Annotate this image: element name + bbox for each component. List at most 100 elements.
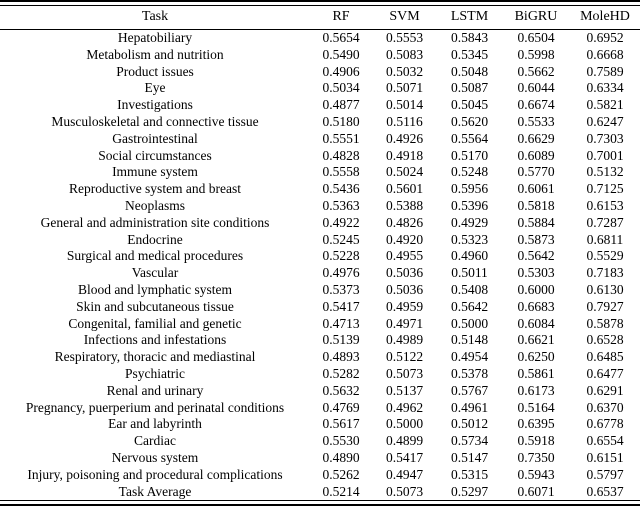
task-cell: Infections and infestations [83, 332, 227, 348]
value-cell: 0.6061 [517, 181, 555, 197]
value-cell: 0.6537 [586, 483, 624, 499]
header-row: Task RF SVM LSTM BiGRU MoleHD [0, 6, 640, 30]
value-cell: 0.7183 [586, 265, 624, 281]
value-cell: 0.4959 [385, 298, 424, 314]
task-cell: Respiratory, thoracic and mediastinal [54, 349, 256, 365]
value-cell: 0.5884 [517, 214, 555, 230]
table-row: Hepatobiliary 0.5654 0.5553 0.5843 0.6504 0.6… [0, 30, 640, 47]
value-cell: 0.6084 [517, 315, 555, 331]
value-cell: 0.5734 [450, 433, 489, 449]
value-cell: 0.5601 [385, 181, 424, 197]
task-cell: Vascular [131, 265, 179, 281]
value-cell: 0.4960 [450, 248, 489, 264]
task-cell: Skin and subcutaneous tissue [76, 298, 234, 314]
value-cell: 0.5408 [450, 281, 489, 297]
value-cell: 0.6153 [586, 197, 624, 213]
table-row: Pregnancy, puerperium and perinatal cond… [0, 400, 640, 417]
value-cell: 0.5164 [517, 399, 555, 415]
value-cell: 0.5642 [517, 248, 555, 264]
value-cell: 0.5770 [517, 164, 555, 180]
value-cell: 0.6674 [517, 97, 555, 113]
value-cell: 0.5282 [322, 365, 360, 381]
value-cell: 0.5553 [385, 30, 424, 45]
task-cell: Neoplasms [125, 197, 185, 213]
value-cell: 0.4769 [322, 399, 360, 415]
column-header-svm: SVM [389, 9, 420, 24]
value-cell: 0.5248 [450, 164, 489, 180]
value-cell: 0.5180 [322, 113, 360, 129]
value-cell: 0.5148 [450, 332, 489, 348]
value-cell: 0.5873 [517, 231, 555, 247]
value-cell: 0.5818 [517, 197, 555, 213]
value-cell: 0.6250 [517, 349, 555, 365]
value-cell: 0.5170 [450, 147, 489, 163]
value-cell: 0.5137 [385, 382, 424, 398]
value-cell: 0.5116 [386, 113, 423, 129]
value-cell: 0.4955 [385, 248, 424, 264]
table-row: General and administration site conditio… [0, 215, 640, 232]
value-cell: 0.6528 [586, 332, 624, 348]
value-cell: 0.5767 [450, 382, 489, 398]
value-cell: 0.5417 [385, 449, 424, 465]
table-row: Neoplasms 0.5363 0.5388 0.5396 0.5818 0.6153 [0, 198, 640, 215]
table-row: Blood and lymphatic system 0.5373 0.5036 0.… [0, 282, 640, 299]
value-cell: 0.5396 [450, 197, 489, 213]
value-cell: 0.4826 [385, 214, 424, 230]
value-cell: 0.6668 [586, 46, 624, 62]
task-cell: Blood and lymphatic system [77, 281, 233, 297]
task-cell: Investigations [117, 97, 193, 113]
value-cell: 0.5417 [322, 298, 360, 314]
value-cell: 0.5132 [586, 164, 624, 180]
task-cell: Eye [144, 80, 166, 96]
task-cell: Psychiatric [125, 365, 185, 381]
value-cell: 0.5490 [322, 46, 360, 62]
table-row: Product issues 0.4906 0.5032 0.5048 0.5662 0.… [0, 64, 640, 81]
table-row: Social circumstances 0.4828 0.4918 0.5170 0.… [0, 148, 640, 165]
table-row: Psychiatric 0.5282 0.5073 0.5378 0.5861 0.647… [0, 366, 640, 383]
value-cell: 0.4947 [385, 466, 424, 482]
column-header-bigru: BiGRU [514, 9, 558, 24]
value-cell: 0.6395 [517, 416, 555, 432]
value-cell: 0.6334 [586, 80, 624, 96]
value-cell: 0.5011 [451, 265, 488, 281]
table-row: Endocrine 0.5245 0.4920 0.5323 0.5873 0.6811 [0, 232, 640, 249]
value-cell: 0.4877 [322, 97, 360, 113]
value-cell: 0.4828 [322, 147, 360, 163]
value-cell: 0.6778 [586, 416, 624, 432]
value-cell: 0.5530 [322, 433, 360, 449]
value-cell: 0.5323 [450, 231, 489, 247]
task-cell: Product issues [116, 63, 194, 79]
table-row: Investigations 0.4877 0.5014 0.5045 0.6674 0.… [0, 97, 640, 114]
value-cell: 0.5620 [450, 113, 489, 129]
value-cell: 0.6071 [517, 483, 555, 499]
value-cell: 0.5036 [385, 265, 424, 281]
value-cell: 0.5073 [385, 483, 424, 499]
value-cell: 0.6130 [586, 281, 624, 297]
value-cell: 0.5073 [385, 365, 424, 381]
task-cell: Endocrine [127, 231, 183, 247]
value-cell: 0.5564 [450, 130, 489, 146]
value-cell: 0.5014 [385, 97, 424, 113]
value-cell: 0.5821 [586, 97, 624, 113]
table-row: Ear and labyrinth 0.5617 0.5000 0.5012 0.639… [0, 416, 640, 433]
value-cell: 0.6477 [586, 365, 624, 381]
value-cell: 0.5529 [586, 248, 624, 264]
value-cell: 0.6370 [586, 399, 624, 415]
table-row: Eye 0.5034 0.5071 0.5087 0.6044 0.6334 [0, 80, 640, 97]
value-cell: 0.5558 [322, 164, 360, 180]
value-cell: 0.5654 [322, 30, 360, 45]
task-cell: Social circumstances [98, 147, 212, 163]
value-cell: 0.4971 [385, 315, 424, 331]
table-row: Reproductive system and breast 0.5436 0.56… [0, 181, 640, 198]
value-cell: 0.5918 [517, 433, 555, 449]
value-cell: 0.5122 [385, 349, 424, 365]
value-cell: 0.5632 [322, 382, 360, 398]
value-cell: 0.5388 [385, 197, 424, 213]
table-row: Renal and urinary 0.5632 0.5137 0.5767 0.617… [0, 383, 640, 400]
value-cell: 0.4926 [385, 130, 424, 146]
value-cell: 0.5315 [450, 466, 489, 482]
table-row: Infections and infestations 0.5139 0.4989 0… [0, 332, 640, 349]
value-cell: 0.6485 [586, 349, 624, 365]
